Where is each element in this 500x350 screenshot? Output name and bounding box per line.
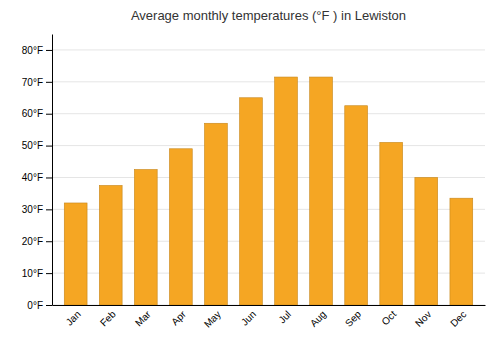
x-tick-label: Aug	[308, 309, 328, 329]
x-tick: Jan	[64, 309, 83, 328]
bar	[134, 170, 157, 306]
y-tick-mark	[46, 273, 52, 274]
x-axis: Jan Feb Mar Apr May Jun Jul Aug Sep Oct Nov Dec	[53, 306, 486, 330]
bar	[450, 198, 473, 305]
x-tick-label: Mar	[133, 308, 153, 328]
y-tick-label: 30°F	[22, 204, 43, 215]
grid-line	[52, 113, 485, 114]
bar	[99, 185, 122, 305]
x-tick-label: Apr	[169, 308, 188, 327]
x-tick-label: Sep	[343, 308, 364, 329]
y-tick: 70°F	[22, 77, 52, 88]
y-axis: 0°F 10°F 20°F 30°F 40°F 50°F 60°F 70°F 80°F	[22, 35, 53, 311]
plot: 0°F 10°F 20°F 30°F 40°F 50°F 60°F 70°F 80°F Jan Fe…	[22, 35, 486, 330]
y-tick-mark	[46, 241, 52, 242]
bar	[310, 77, 333, 305]
bar	[205, 123, 228, 305]
y-tick: 60°F	[22, 108, 52, 119]
bar	[169, 149, 192, 305]
y-tick-mark	[46, 177, 52, 178]
x-tick-label: Jun	[239, 309, 258, 328]
y-tick-mark	[46, 82, 52, 83]
x-axis-line	[53, 305, 486, 306]
grid-line	[52, 81, 485, 82]
y-tick-label: 50°F	[22, 140, 43, 151]
y-tick: 80°F	[22, 45, 52, 56]
y-tick-mark	[46, 50, 52, 51]
x-tick: Mar	[133, 308, 153, 328]
x-tick: Apr	[169, 308, 188, 327]
y-tick-label: 10°F	[22, 268, 43, 279]
grid-line	[52, 145, 485, 146]
x-tick: Jun	[239, 309, 258, 328]
bar	[64, 203, 87, 305]
y-tick: 0°F	[27, 300, 52, 311]
x-tick: Aug	[308, 309, 328, 329]
title: Average monthly temperatures (°F ) in Le…	[131, 8, 406, 23]
y-tick-label: 0°F	[27, 300, 43, 311]
x-tick: Sep	[343, 308, 364, 329]
y-tick-label: 40°F	[22, 172, 43, 183]
y-tick: 40°F	[22, 172, 52, 183]
x-tick: Dec	[448, 309, 468, 329]
x-tick-label: Jan	[64, 309, 83, 328]
x-tick-label: Oct	[380, 308, 399, 327]
y-tick-mark	[46, 305, 52, 306]
x-tick-label: Nov	[413, 309, 433, 329]
y-tick-mark	[46, 114, 52, 115]
y-tick-mark	[46, 209, 52, 210]
x-tick-label: Feb	[98, 308, 118, 328]
bar	[415, 177, 438, 305]
bar	[240, 98, 263, 305]
x-tick: Oct	[380, 308, 399, 327]
y-tick-label: 70°F	[22, 77, 43, 88]
y-axis-line	[52, 35, 53, 306]
y-tick-mark	[46, 146, 52, 147]
grid-line	[52, 49, 485, 50]
y-tick-label: 20°F	[22, 236, 43, 247]
grid	[52, 50, 485, 305]
x-tick-label: Dec	[448, 309, 468, 329]
y-tick-label: 80°F	[22, 45, 43, 56]
chart: 0°F 10°F 20°F 30°F 40°F 50°F 60°F 70°F 80°F Jan Fe…	[0, 0, 500, 350]
bars	[64, 77, 472, 305]
y-tick: 30°F	[22, 204, 52, 215]
x-tick: Jul	[276, 309, 293, 326]
bar	[380, 142, 403, 305]
x-tick-label: Jul	[276, 309, 293, 326]
y-tick: 50°F	[22, 140, 52, 151]
y-tick-label: 60°F	[22, 108, 43, 119]
y-tick: 10°F	[22, 268, 52, 279]
bar	[275, 77, 298, 305]
x-tick-label: May	[202, 309, 223, 330]
y-tick: 20°F	[22, 236, 52, 247]
bar	[345, 106, 368, 305]
x-tick: May	[202, 309, 223, 330]
x-tick: Feb	[98, 308, 118, 328]
x-tick: Nov	[413, 309, 433, 329]
